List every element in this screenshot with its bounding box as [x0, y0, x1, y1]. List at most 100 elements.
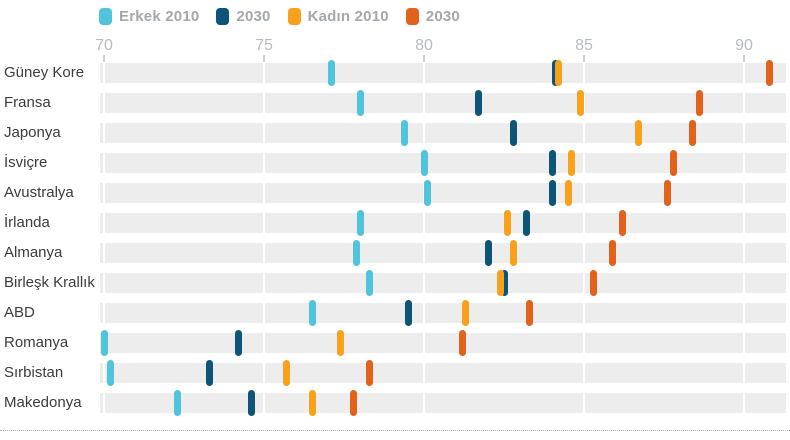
- marker-erkek-2010[interactable]: [174, 390, 182, 416]
- marker-kadin-2030[interactable]: [350, 390, 358, 416]
- marker-erkek-2030[interactable]: [247, 390, 255, 416]
- marker-erkek-2030[interactable]: [522, 210, 530, 236]
- gridline: [743, 183, 745, 203]
- gridline: [103, 63, 105, 83]
- marker-kadin-2010[interactable]: [503, 210, 511, 236]
- marker-erkek-2030[interactable]: [206, 360, 214, 386]
- gridline: [583, 153, 585, 173]
- marker-kadin-2010[interactable]: [554, 60, 562, 86]
- row-bar: [100, 60, 786, 86]
- marker-kadin-2010[interactable]: [634, 120, 642, 146]
- marker-kadin-2010[interactable]: [510, 240, 518, 266]
- gridline: [263, 363, 265, 383]
- marker-erkek-2010[interactable]: [366, 270, 374, 296]
- country-row: İsviçre: [0, 150, 790, 176]
- marker-erkek-2030[interactable]: [510, 120, 518, 146]
- marker-kadin-2010[interactable]: [462, 300, 470, 326]
- marker-kadin-2030[interactable]: [609, 240, 617, 266]
- country-label: Almanya: [4, 244, 63, 261]
- gridline: [583, 213, 585, 233]
- country-row: Güney Kore: [0, 60, 790, 86]
- marker-erkek-2010[interactable]: [353, 240, 361, 266]
- gridline: [743, 63, 745, 83]
- row-bar: [100, 270, 786, 296]
- country-row: ABD: [0, 300, 790, 326]
- country-row: Makedonya: [0, 390, 790, 416]
- gridline: [103, 273, 105, 293]
- marker-erkek-2030[interactable]: [484, 240, 492, 266]
- marker-kadin-2010[interactable]: [567, 150, 575, 176]
- country-label: Fransa: [4, 94, 51, 111]
- marker-erkek-2010[interactable]: [100, 330, 108, 356]
- marker-kadin-2010[interactable]: [497, 270, 505, 296]
- marker-kadin-2010[interactable]: [337, 330, 345, 356]
- marker-kadin-2010[interactable]: [577, 90, 585, 116]
- marker-erkek-2010[interactable]: [356, 210, 364, 236]
- gridline: [743, 333, 745, 353]
- gridline: [103, 363, 105, 383]
- marker-kadin-2030[interactable]: [689, 120, 697, 146]
- marker-kadin-2030[interactable]: [663, 180, 671, 206]
- axis-tick-mark: [583, 55, 585, 62]
- row-bar: [100, 120, 786, 146]
- gridline: [103, 213, 105, 233]
- marker-erkek-2030[interactable]: [548, 150, 556, 176]
- gridline: [583, 303, 585, 323]
- country-row: Japonya: [0, 120, 790, 146]
- gridline: [583, 333, 585, 353]
- row-bar: [100, 150, 786, 176]
- gridline: [583, 273, 585, 293]
- marker-kadin-2030[interactable]: [618, 210, 626, 236]
- legend-item: 2030: [216, 8, 270, 25]
- legend-item-label: 2030: [236, 8, 271, 25]
- chart-rows: Güney Kore Fransa Japonya İsviçre Avustr…: [0, 60, 790, 423]
- marker-erkek-2010[interactable]: [356, 90, 364, 116]
- marker-erkek-2030[interactable]: [548, 180, 556, 206]
- marker-erkek-2010[interactable]: [327, 60, 335, 86]
- gridline: [103, 303, 105, 323]
- marker-kadin-2030[interactable]: [458, 330, 466, 356]
- marker-kadin-2030[interactable]: [766, 60, 774, 86]
- row-bar: [100, 330, 786, 356]
- legend-swatch-icon: [216, 8, 230, 25]
- marker-kadin-2010[interactable]: [308, 390, 316, 416]
- marker-kadin-2030[interactable]: [366, 360, 374, 386]
- gridline: [743, 123, 745, 143]
- marker-kadin-2030[interactable]: [590, 270, 598, 296]
- gridline: [583, 183, 585, 203]
- gridline: [743, 393, 745, 413]
- marker-erkek-2010[interactable]: [423, 180, 431, 206]
- marker-kadin-2010[interactable]: [564, 180, 572, 206]
- axis-tick-label: 85: [575, 37, 593, 54]
- country-label: ABD: [4, 304, 35, 321]
- marker-erkek-2030[interactable]: [404, 300, 412, 326]
- country-label: Sırbistan: [4, 364, 64, 381]
- gridline: [423, 243, 425, 263]
- marker-erkek-2010[interactable]: [420, 150, 428, 176]
- row-bar: [100, 300, 786, 326]
- marker-erkek-2010[interactable]: [401, 120, 409, 146]
- marker-erkek-2010[interactable]: [106, 360, 114, 386]
- marker-kadin-2030[interactable]: [526, 300, 534, 326]
- country-label: Birleşk Krallık: [4, 274, 95, 291]
- gridline: [263, 63, 265, 83]
- legend-swatch-icon: [287, 8, 301, 25]
- legend-item: Erkek 2010: [99, 8, 199, 25]
- marker-kadin-2030[interactable]: [670, 150, 678, 176]
- legend-item-label: Kadın 2010: [307, 8, 389, 25]
- row-bar: [100, 240, 786, 266]
- marker-kadin-2010[interactable]: [282, 360, 290, 386]
- marker-erkek-2030[interactable]: [474, 90, 482, 116]
- country-row: İrlanda: [0, 210, 790, 236]
- marker-erkek-2010[interactable]: [308, 300, 316, 326]
- legend-item-label: 2030: [425, 8, 460, 25]
- axis-tick-mark: [263, 55, 265, 62]
- gridline: [423, 123, 425, 143]
- marker-kadin-2030[interactable]: [695, 90, 703, 116]
- country-label: Avustralya: [4, 184, 74, 201]
- gridline: [423, 93, 425, 113]
- marker-erkek-2030[interactable]: [234, 330, 242, 356]
- gridline: [743, 153, 745, 173]
- legend-swatch-icon: [99, 8, 112, 25]
- gridline: [743, 363, 745, 383]
